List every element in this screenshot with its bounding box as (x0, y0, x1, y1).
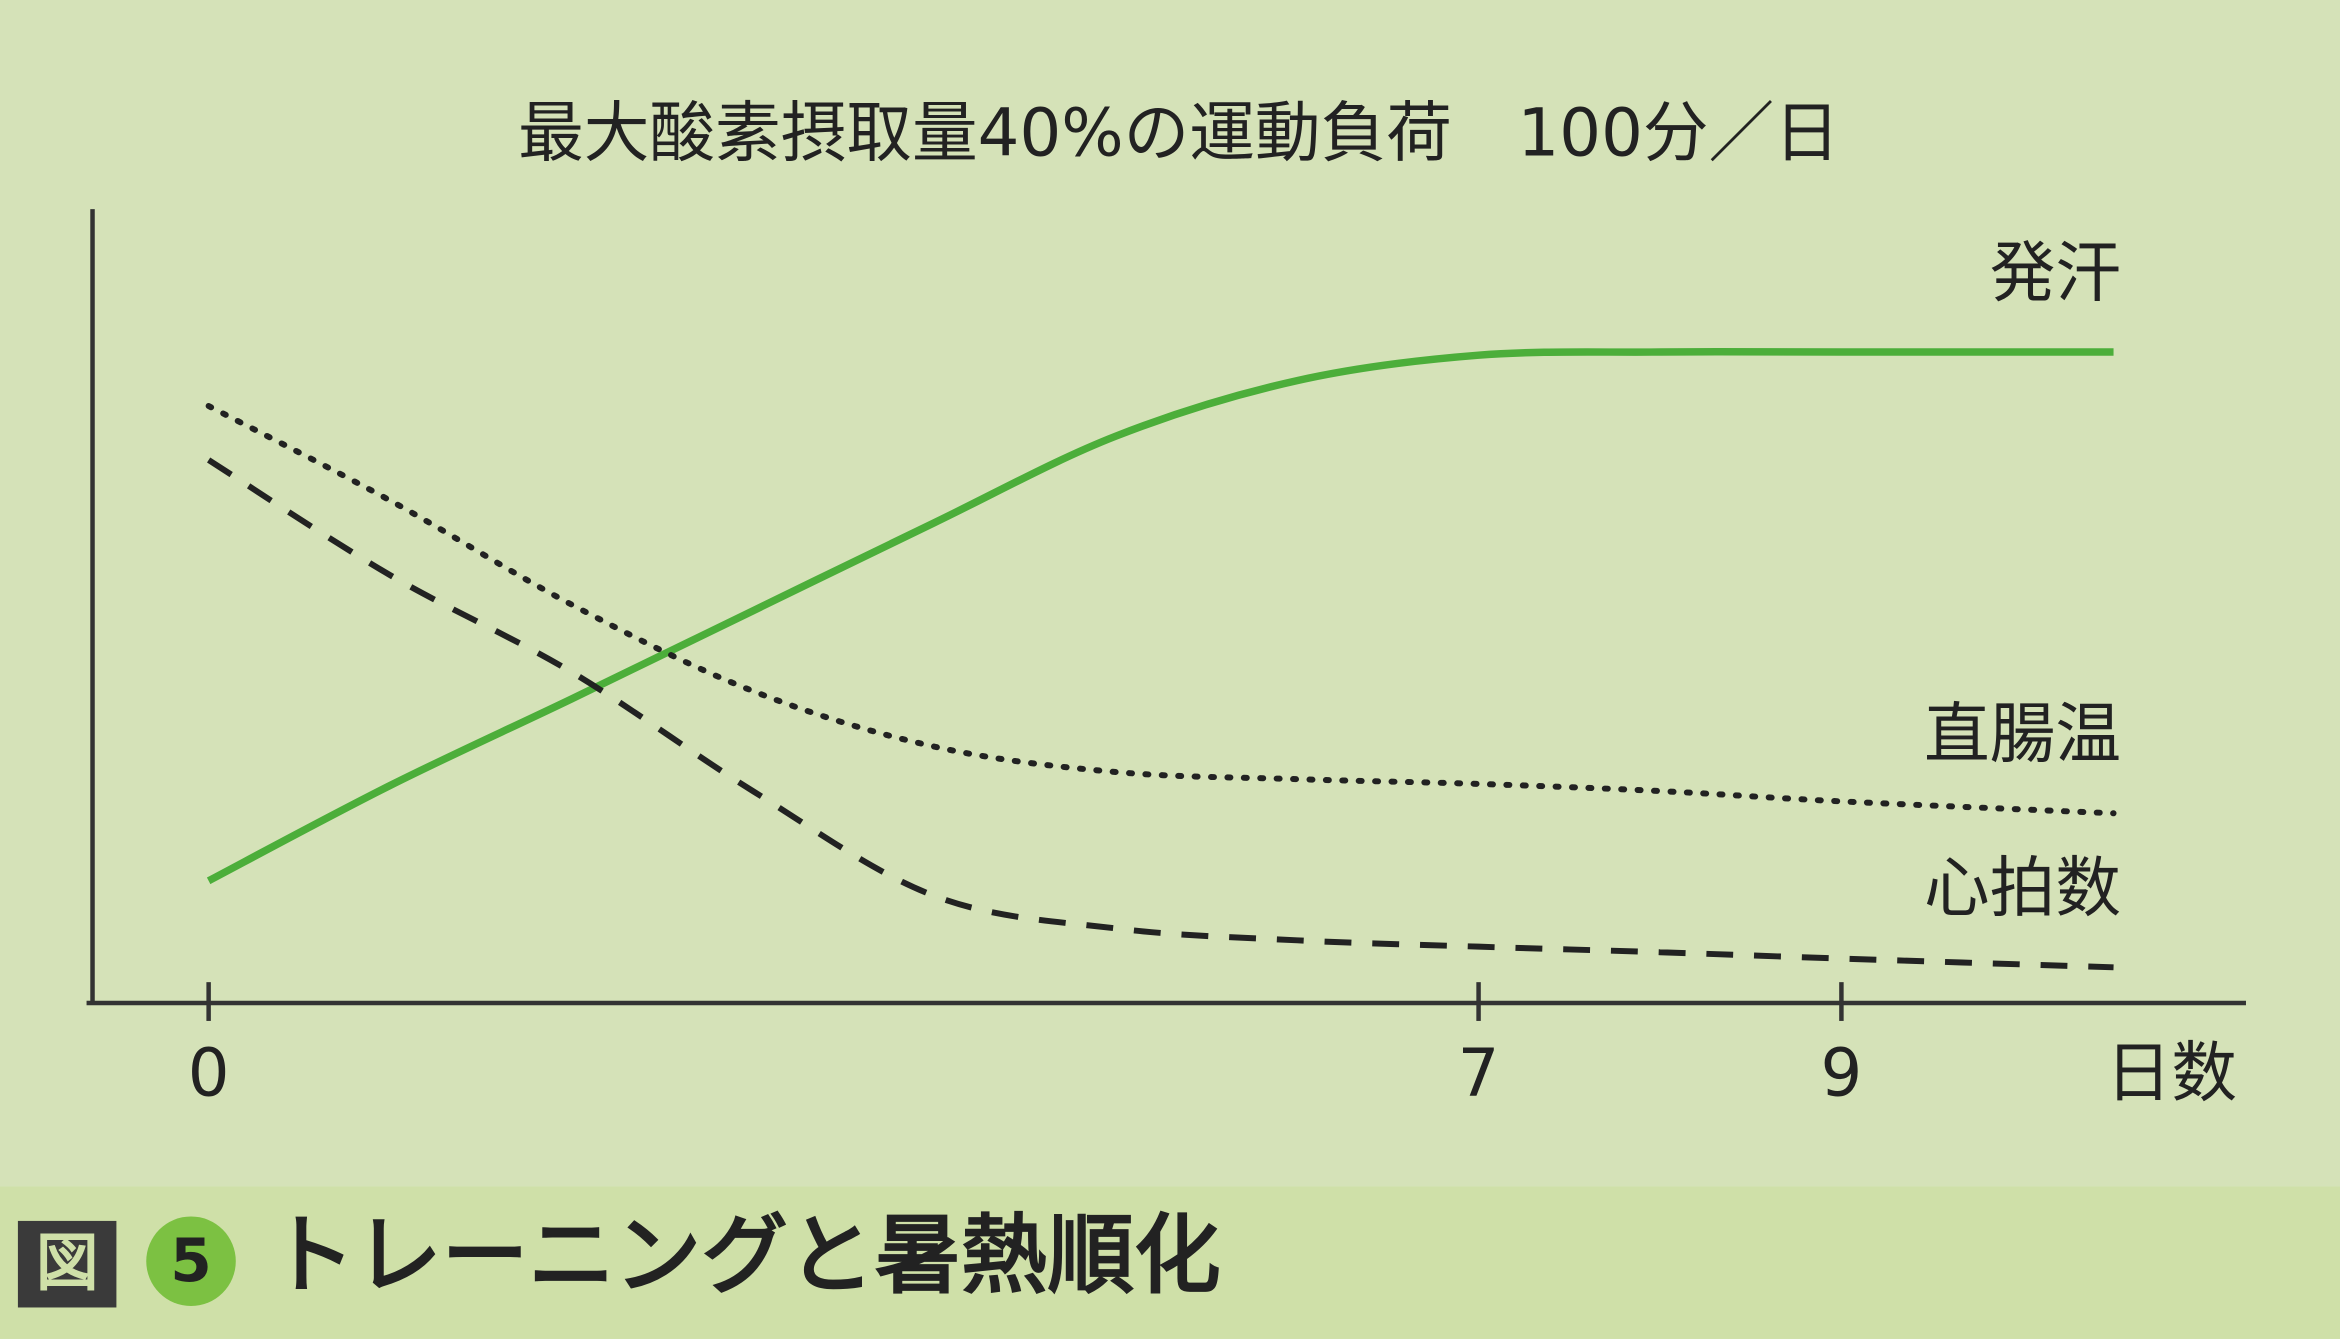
figure-number: 5 (170, 1227, 212, 1296)
series-label: 発汗 (1990, 235, 2121, 311)
series-label: 心拍数 (1924, 851, 2121, 927)
figure-badge (17, 1220, 117, 1308)
figure-label: 図 (36, 1226, 99, 1299)
series-line (206, 348, 2114, 885)
x-tick-label: 9 (1821, 1036, 1863, 1112)
series-line (207, 457, 2114, 971)
series-label: 直腸温 (1924, 697, 2121, 773)
x-axis-label: 日数 (2106, 1036, 2237, 1112)
series-line (205, 403, 2117, 817)
x-tick-label: 7 (1458, 1036, 1500, 1112)
caption-bar (0, 1186, 2340, 1339)
number-badge (146, 1216, 236, 1306)
x-tick-label: 0 (188, 1036, 230, 1112)
caption: トレーニングと暑熱順化 (269, 1206, 1221, 1306)
chart-title: 最大酸素摂取量40%の運動負荷 100分／日 (518, 96, 1840, 172)
